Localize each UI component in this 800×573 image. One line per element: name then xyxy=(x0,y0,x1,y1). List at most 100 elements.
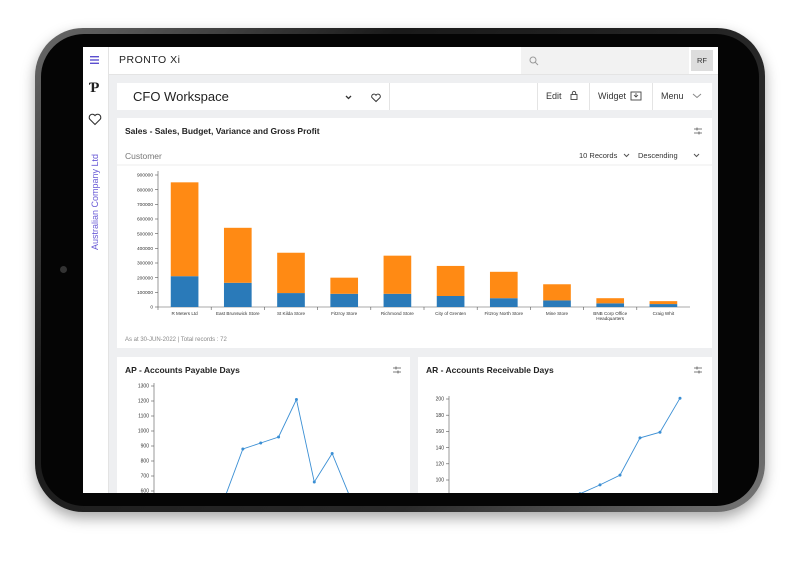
bar-segment xyxy=(543,284,571,301)
widget-button[interactable]: Widget xyxy=(598,91,627,101)
toolbar-icons xyxy=(570,90,702,101)
point xyxy=(678,396,682,400)
point xyxy=(224,496,227,499)
bar-segment xyxy=(223,227,252,283)
panel-title: AP - Accounts Payable Days xyxy=(125,365,240,375)
workspace-controls[interactable] xyxy=(345,93,385,103)
panel-title: Sales - Sales, Budget, Variance and Gros… xyxy=(125,126,320,136)
line xyxy=(226,398,349,493)
point xyxy=(598,483,602,487)
x-tick-label: Richmond Store xyxy=(380,311,414,316)
point xyxy=(259,441,263,445)
x-tick-label: East Brunswick Store xyxy=(215,311,260,316)
filter-label: Customer xyxy=(125,151,162,161)
ap-panel xyxy=(117,357,410,493)
bar-segment xyxy=(383,293,412,307)
order-select[interactable]: Descending xyxy=(638,151,678,160)
line-chart: 100 120 140 160 180 200 xyxy=(436,396,682,506)
bar-segment xyxy=(330,293,359,307)
point xyxy=(349,496,352,499)
y-tick-label: 700 xyxy=(141,474,150,480)
x-tick-label: Fitzroy North Store xyxy=(484,311,524,316)
ar-panel xyxy=(418,357,712,493)
y-tick-label: 1200 xyxy=(138,399,149,405)
bar-segment xyxy=(489,271,518,299)
y-tick-label: 140 xyxy=(436,445,445,451)
search-box[interactable] xyxy=(521,47,689,74)
divider xyxy=(389,83,390,110)
bar-segment xyxy=(223,282,252,307)
y-tick-label: 800 xyxy=(141,459,150,465)
y-tick-label: 100 xyxy=(436,478,445,484)
x-tick-label: Craig Whit xyxy=(652,311,675,316)
edit-button[interactable]: Edit xyxy=(546,91,562,101)
bar-segment xyxy=(649,304,678,307)
line-chart: 600 700 800 900 1000 1100 1200 1300 xyxy=(138,383,352,499)
y-tick-label: 900000 xyxy=(137,173,153,179)
line xyxy=(580,397,681,493)
user-avatar[interactable]: RF xyxy=(691,50,713,71)
divider xyxy=(589,83,590,110)
point xyxy=(277,435,281,439)
brand-icon: Ƥ xyxy=(89,80,100,96)
bar-segment xyxy=(596,298,625,304)
y-tick-label: 200000 xyxy=(137,275,153,281)
y-tick-label: 180 xyxy=(436,413,445,419)
divider xyxy=(537,83,538,110)
bar-segment xyxy=(277,293,305,307)
y-tick-label: 1300 xyxy=(138,384,149,390)
point xyxy=(330,452,334,455)
y-tick-label: 300000 xyxy=(137,261,153,267)
camera xyxy=(60,266,67,273)
y-tick-label: 900 xyxy=(141,444,150,450)
x-tick-label: City of Grenten xyxy=(435,311,467,316)
y-tick-label: 600000 xyxy=(137,217,153,223)
workspace-bar xyxy=(117,83,712,110)
point xyxy=(241,447,245,451)
bar-segment xyxy=(170,276,199,307)
x-tick-label: BNB Corp Office Headquarters xyxy=(593,311,628,322)
y-tick-label: 700000 xyxy=(137,202,153,208)
sidebar xyxy=(83,47,109,493)
bar-segment xyxy=(277,252,305,294)
x-tick-label: R Meters Ltd xyxy=(171,311,198,316)
records-select[interactable]: 10 Records xyxy=(579,151,618,160)
point xyxy=(658,430,662,434)
y-tick-label: 0 xyxy=(150,305,153,311)
y-tick-label: 200 xyxy=(436,397,445,403)
bar-segment xyxy=(436,296,465,307)
y-tick-label: 120 xyxy=(436,462,445,468)
favourite-icon[interactable] xyxy=(88,113,102,126)
footnote: As at 30-JUN-2022 | Total records : 72 xyxy=(125,337,227,343)
x-tick-label: Fitzroy Store xyxy=(331,311,358,316)
y-tick-label: 600 xyxy=(141,489,150,495)
bar-segment xyxy=(596,303,625,307)
y-tick-label: 100000 xyxy=(137,290,153,296)
search-icon xyxy=(529,56,539,66)
point xyxy=(578,492,582,493)
y-tick-label: 1000 xyxy=(138,429,149,435)
point xyxy=(559,503,562,506)
logo: PRONTO Xi xyxy=(119,54,181,66)
menu-button[interactable]: Menu xyxy=(661,91,684,101)
menu-icon[interactable] xyxy=(89,55,101,65)
point xyxy=(312,480,316,484)
point xyxy=(294,398,298,401)
point xyxy=(638,436,642,440)
sales-panel xyxy=(117,118,712,348)
panel-title: AR - Accounts Receivable Days xyxy=(426,365,554,375)
bar-segment xyxy=(170,182,199,277)
bar-segment xyxy=(330,277,359,294)
workspace-title[interactable]: CFO Workspace xyxy=(133,89,229,104)
bar-segment xyxy=(649,301,678,305)
divider xyxy=(652,83,653,110)
y-tick-label: 400000 xyxy=(137,246,153,252)
bar-segment xyxy=(436,265,465,296)
bar-segment xyxy=(383,255,412,294)
y-tick-label: 800000 xyxy=(137,187,153,193)
bar-segment xyxy=(543,300,571,307)
x-tick-label: Mine Store xyxy=(545,311,569,316)
